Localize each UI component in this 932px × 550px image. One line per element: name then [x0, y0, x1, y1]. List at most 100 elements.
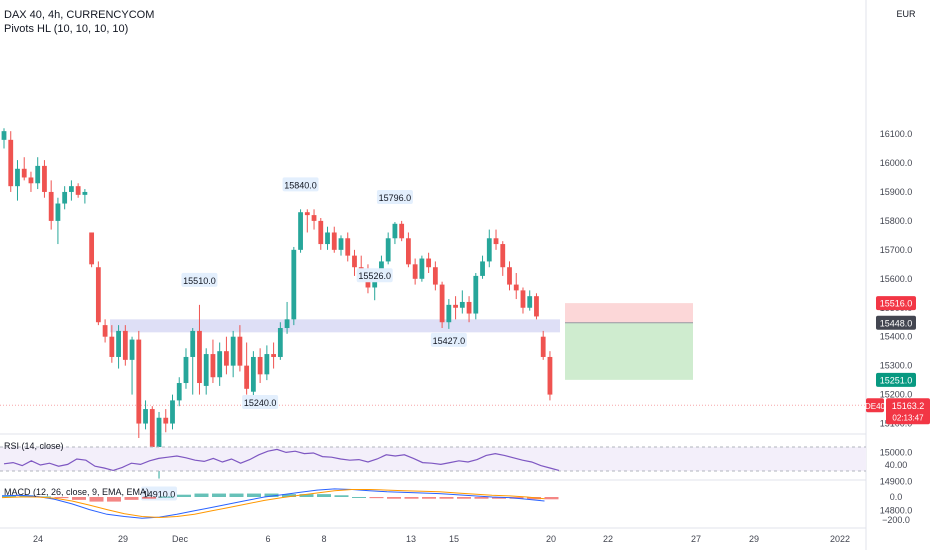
candle[interactable] — [55, 203, 61, 221]
candle[interactable] — [210, 354, 216, 378]
candle[interactable] — [28, 177, 34, 184]
candle[interactable] — [352, 255, 357, 268]
candle[interactable] — [82, 191, 88, 195]
candle[interactable] — [69, 186, 74, 192]
candle[interactable] — [419, 258, 425, 279]
candle[interactable] — [277, 328, 283, 357]
candle[interactable] — [170, 400, 175, 424]
candle[interactable] — [8, 139, 14, 187]
candle[interactable] — [385, 238, 391, 262]
candle[interactable] — [493, 238, 499, 245]
candle[interactable] — [244, 365, 250, 389]
candle[interactable] — [453, 304, 458, 308]
candle[interactable] — [527, 296, 533, 308]
macd-histogram-bar — [194, 493, 209, 497]
candle[interactable] — [1, 131, 7, 140]
candle[interactable] — [156, 417, 162, 456]
entry-badge: 15448.0 — [880, 318, 913, 328]
candle[interactable] — [48, 191, 54, 221]
macd-histogram-bar — [54, 497, 69, 499]
candle[interactable] — [534, 296, 539, 317]
pivot-label-box — [356, 268, 393, 283]
candle[interactable] — [203, 354, 209, 386]
candle[interactable] — [62, 191, 68, 204]
take-profit-zone[interactable] — [565, 322, 693, 380]
candle[interactable] — [392, 223, 398, 239]
macd-histogram-bar — [544, 497, 559, 500]
candle[interactable] — [217, 351, 223, 378]
candle[interactable] — [500, 244, 506, 268]
candle[interactable] — [21, 168, 27, 178]
candle[interactable] — [507, 267, 512, 285]
candle[interactable] — [513, 284, 519, 291]
pivot-label-box — [181, 272, 218, 287]
candle[interactable] — [466, 301, 472, 314]
candle[interactable] — [89, 232, 95, 265]
candle[interactable] — [149, 409, 155, 450]
candle[interactable] — [35, 165, 41, 184]
candle[interactable] — [143, 409, 148, 424]
candle[interactable] — [129, 339, 135, 360]
candle[interactable] — [298, 212, 303, 250]
candle[interactable] — [331, 232, 337, 250]
price-tick-label: 15600.0 — [880, 274, 913, 284]
candle[interactable] — [95, 267, 101, 323]
candle[interactable] — [345, 238, 351, 256]
candle[interactable] — [102, 325, 108, 337]
candle[interactable] — [412, 264, 418, 279]
candle[interactable] — [42, 165, 47, 192]
candle[interactable] — [459, 301, 465, 308]
candle[interactable] — [15, 168, 20, 187]
candle[interactable] — [190, 330, 196, 357]
candle[interactable] — [540, 336, 546, 357]
pivot-label: 15840.0 — [284, 180, 317, 190]
candle[interactable] — [136, 339, 142, 424]
candle[interactable] — [109, 336, 115, 357]
candle[interactable] — [480, 261, 485, 276]
candle[interactable] — [264, 354, 270, 375]
pivots-indicator-label: Pivots HL (10, 10, 10, 10) — [4, 23, 129, 35]
candle[interactable] — [230, 336, 236, 366]
candle[interactable] — [325, 232, 330, 245]
candle[interactable] — [399, 223, 405, 239]
candle[interactable] — [311, 215, 317, 221]
price-tick-label: 15200.0 — [880, 390, 913, 400]
candle[interactable] — [271, 354, 276, 357]
candle[interactable] — [116, 330, 121, 357]
candle[interactable] — [547, 356, 553, 395]
candle[interactable] — [291, 249, 297, 320]
candle[interactable] — [250, 356, 256, 392]
candle[interactable] — [446, 304, 452, 323]
candle[interactable] — [224, 351, 229, 366]
candle[interactable] — [372, 278, 378, 288]
candle[interactable] — [473, 275, 479, 314]
candle[interactable] — [406, 238, 411, 265]
time-tick-label: 29 — [749, 534, 759, 544]
stop-loss-zone[interactable] — [565, 303, 693, 323]
candle[interactable] — [520, 290, 526, 308]
candle[interactable] — [318, 220, 324, 245]
candle[interactable] — [75, 186, 81, 195]
candle[interactable] — [284, 319, 290, 329]
pivot-label: 15526.0 — [358, 271, 391, 281]
candle[interactable] — [197, 330, 202, 384]
candle[interactable] — [237, 336, 243, 366]
macd-label: MACD (12, 26, close, 9, EMA, EMA) — [4, 487, 149, 497]
macd-histogram-bar — [229, 493, 244, 497]
candle[interactable] — [426, 258, 432, 268]
candle[interactable] — [257, 356, 263, 375]
candle[interactable] — [432, 267, 438, 285]
candle[interactable] — [304, 212, 310, 216]
candle[interactable] — [183, 356, 189, 384]
price-tick-label: 15400.0 — [880, 332, 913, 342]
candle[interactable] — [439, 284, 445, 323]
time-tick-label: 8 — [321, 534, 326, 544]
candle[interactable] — [338, 238, 344, 250]
candle[interactable] — [122, 330, 128, 360]
macd-histogram-bar — [124, 497, 139, 500]
price-tick-label: 15800.0 — [880, 216, 913, 226]
candle[interactable] — [163, 417, 169, 424]
candle[interactable] — [176, 383, 182, 401]
candle[interactable] — [486, 238, 492, 262]
